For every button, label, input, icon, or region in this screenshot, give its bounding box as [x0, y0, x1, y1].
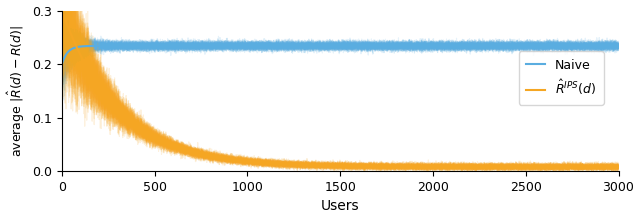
- Legend: Naive, $\hat{R}^{IPS}(d)$: Naive, $\hat{R}^{IPS}(d)$: [519, 51, 604, 105]
- X-axis label: Users: Users: [321, 200, 360, 214]
- $\hat{R}^{IPS}(d)$: [296, 163, 303, 166]
- Line: Naive: Naive: [62, 46, 618, 64]
- $\hat{R}^{IPS}(d)$: [271, 162, 279, 165]
- Naive: [272, 45, 280, 47]
- Naive: [58, 62, 66, 65]
- $\hat{R}^{IPS}(d)$: [614, 166, 622, 168]
- $\hat{R}^{IPS}(d)$: [122, 116, 129, 118]
- Y-axis label: average $|\hat{R}(d) - R(d)|$: average $|\hat{R}(d) - R(d)|$: [6, 25, 27, 157]
- Line: $\hat{R}^{IPS}(d)$: $\hat{R}^{IPS}(d)$: [62, 11, 618, 167]
- $\hat{R}^{IPS}(d)$: [544, 166, 552, 168]
- Naive: [296, 45, 303, 47]
- Naive: [604, 45, 612, 47]
- $\hat{R}^{IPS}(d)$: [604, 166, 611, 168]
- Naive: [255, 45, 263, 47]
- Naive: [122, 45, 129, 47]
- Naive: [544, 45, 552, 47]
- Naive: [155, 45, 163, 47]
- Naive: [614, 45, 622, 47]
- $\hat{R}^{IPS}(d)$: [155, 138, 163, 141]
- $\hat{R}^{IPS}(d)$: [58, 10, 66, 12]
